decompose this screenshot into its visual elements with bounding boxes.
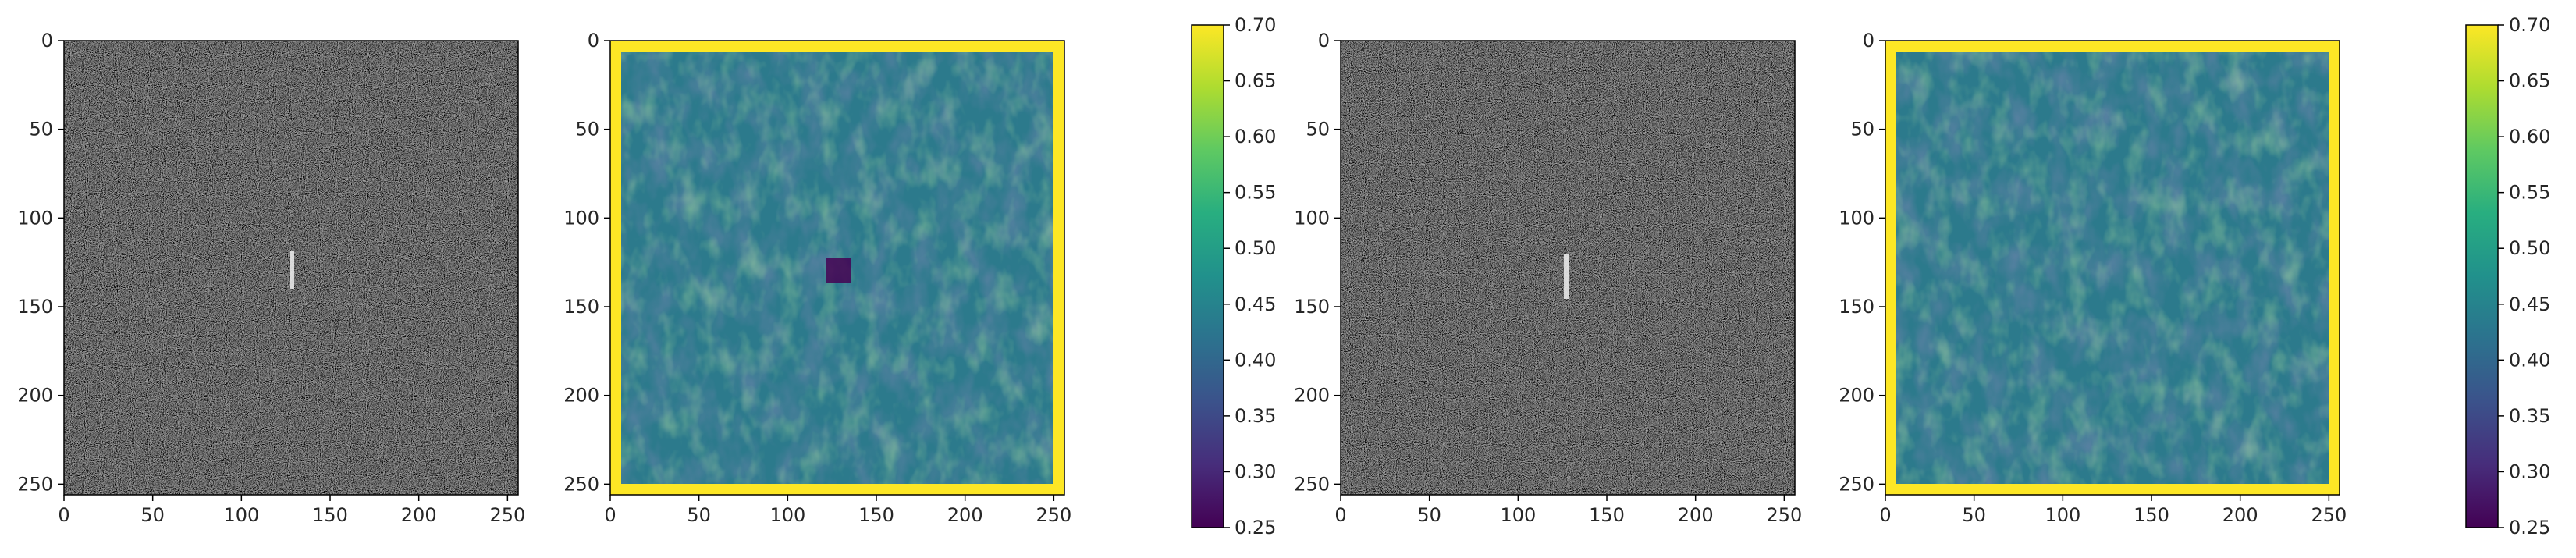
y-tick-label: 250	[1294, 473, 1330, 495]
y-tick-label: 250	[1839, 473, 1874, 495]
colorbar-tick-label: 0.65	[1235, 70, 1276, 92]
x-tick-label: 250	[2311, 504, 2347, 526]
y-tick-label: 50	[1850, 119, 1874, 140]
x-tick-label: 250	[489, 504, 525, 526]
colorbar-tick-label: 0.50	[2509, 237, 2550, 259]
colorbar-tick-label: 0.60	[1235, 126, 1276, 147]
colorbar-2	[2465, 24, 2499, 528]
colorbar-tick-label: 0.70	[1235, 14, 1276, 36]
y-tick-label: 200	[563, 385, 599, 407]
colorbar-tick-label: 0.35	[2509, 405, 2550, 427]
y-tick-label: 150	[563, 296, 599, 318]
x-tick-label: 200	[401, 504, 437, 526]
y-tick-label: 0	[41, 30, 53, 52]
x-tick-label: 0	[1334, 504, 1346, 526]
y-tick-label: 200	[1839, 385, 1874, 407]
x-tick-label: 150	[312, 504, 348, 526]
colorbar-tick-label: 0.25	[2509, 517, 2550, 538]
x-tick-label: 200	[947, 504, 983, 526]
colorbar-tick-label: 0.70	[2509, 14, 2550, 36]
x-tick-label: 50	[1962, 504, 1986, 526]
panel-1-gray-image	[63, 40, 519, 496]
x-tick-label: 250	[1766, 504, 1802, 526]
colorbar-tick-label: 0.55	[1235, 182, 1276, 204]
y-tick-label: 200	[1294, 385, 1330, 407]
y-tick-label: 200	[17, 385, 53, 407]
y-tick-label: 0	[1318, 30, 1330, 52]
y-tick-label: 100	[1294, 207, 1330, 229]
x-tick-label: 150	[858, 504, 894, 526]
colorbar-tick-label: 0.40	[2509, 349, 2550, 371]
x-tick-label: 200	[2222, 504, 2258, 526]
dark-spot	[826, 258, 851, 283]
y-tick-label: 50	[575, 119, 599, 140]
colorbar-2-ticks: 0.70 0.65 0.60 0.55 0.50 0.45 0.40 0.35 0.30 0.25	[2498, 14, 2550, 538]
x-tick-label: 0	[604, 504, 616, 526]
colorbar-tick-label: 0.65	[2509, 70, 2550, 92]
colorbar-tick-label: 0.50	[1235, 237, 1276, 259]
y-tick-label: 150	[17, 296, 53, 318]
x-tick-label: 50	[687, 504, 711, 526]
y-tick-label: 100	[1839, 207, 1874, 229]
y-tick-label: 50	[1306, 119, 1330, 140]
colorbar-tick-label: 0.55	[2509, 182, 2550, 204]
x-tick-label: 50	[140, 504, 165, 526]
colorbar-tick-label: 0.25	[1235, 517, 1276, 538]
y-tick-label: 0	[1863, 30, 1874, 52]
colorbar-tick-label: 0.30	[1235, 460, 1276, 482]
panel-3-gray-image	[1340, 40, 1796, 496]
x-tick-label: 200	[1678, 504, 1714, 526]
bright-streak	[290, 251, 294, 289]
x-tick-label: 50	[1417, 504, 1441, 526]
colorbar-1-ticks: 0.70 0.65 0.60 0.55 0.50 0.45 0.40 0.35 0.30 0.25	[1224, 14, 1276, 538]
bright-streak	[1564, 254, 1569, 299]
x-tick-label: 250	[1036, 504, 1071, 526]
colorbar-1	[1191, 24, 1224, 528]
y-tick-label: 100	[17, 207, 53, 229]
y-tick-label: 250	[17, 473, 53, 495]
x-tick-label: 100	[1500, 504, 1536, 526]
colorbar-tick-label: 0.45	[1235, 293, 1276, 315]
colorbar-tick-label: 0.40	[1235, 349, 1276, 371]
y-tick-label: 250	[563, 473, 599, 495]
panel-4-viridis-image	[1885, 40, 2340, 496]
y-tick-label: 150	[1294, 296, 1330, 318]
colorbar-tick-label: 0.30	[2509, 460, 2550, 482]
y-tick-label: 0	[588, 30, 599, 52]
y-tick-label: 150	[1839, 296, 1874, 318]
x-tick-label: 100	[223, 504, 259, 526]
y-tick-label: 100	[563, 207, 599, 229]
x-tick-label: 150	[2134, 504, 2169, 526]
colorbar-tick-label: 0.45	[2509, 293, 2550, 315]
colorbar-tick-label: 0.35	[1235, 405, 1276, 427]
colorbar-tick-label: 0.60	[2509, 126, 2550, 147]
x-tick-label: 100	[2045, 504, 2080, 526]
y-tick-label: 50	[29, 119, 53, 140]
x-tick-label: 150	[1589, 504, 1625, 526]
x-tick-label: 0	[1879, 504, 1891, 526]
x-tick-label: 100	[769, 504, 805, 526]
panel-2-viridis-image	[609, 40, 1065, 496]
x-tick-label: 0	[58, 504, 69, 526]
